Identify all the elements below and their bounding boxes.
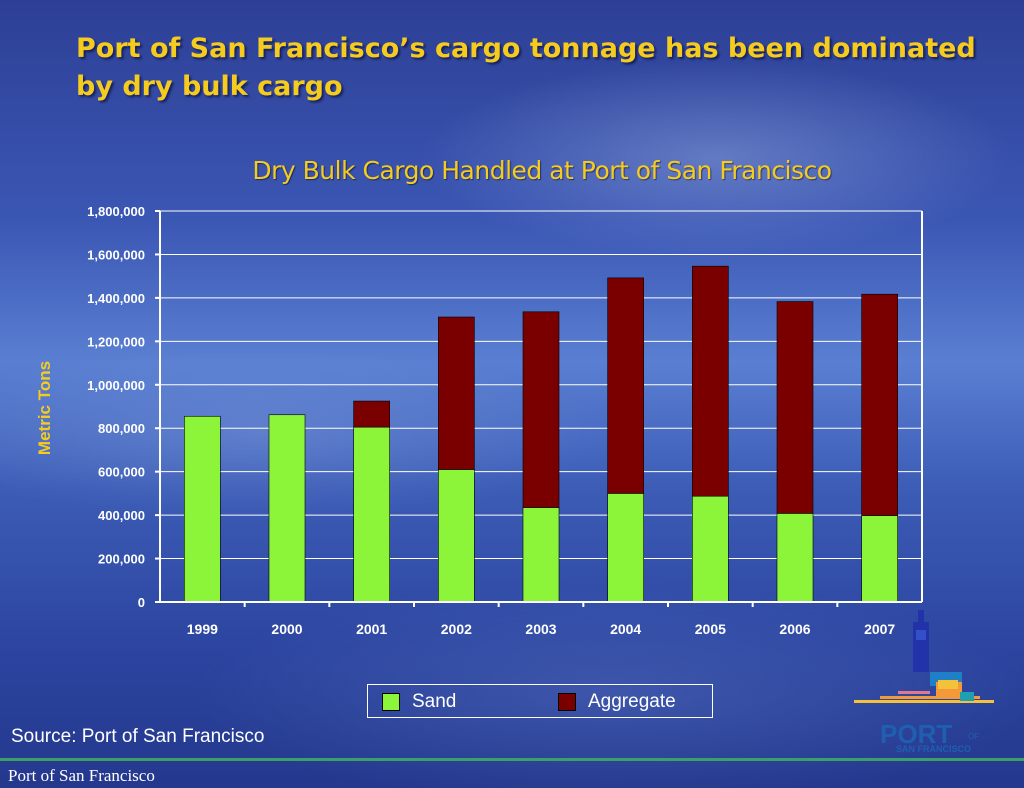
ferry-building-tower-icon	[854, 610, 994, 703]
bar-sand-2005	[692, 495, 729, 603]
footer-text: Port of San Francisco	[8, 766, 155, 785]
bar-sand-2004	[607, 493, 644, 603]
y-tick-label: 1,000,000	[87, 378, 145, 393]
y-tick-label: 1,600,000	[87, 247, 145, 262]
legend-swatch-aggregate	[558, 693, 576, 711]
x-tick-label: 2005	[695, 621, 726, 637]
legend-item-sand: Sand	[382, 691, 457, 712]
bar-aggregate-2002	[438, 316, 475, 470]
port-logo: PORT OF SAN FRANCISCO	[854, 610, 994, 754]
bar-sand-2006	[776, 513, 814, 603]
bar-chart: 0 200,000 400,000 600,000 800,000 1,000,000 1,…	[35, 204, 923, 637]
bar-aggregate-2003	[522, 311, 560, 508]
x-tick-label: 2004	[610, 621, 641, 637]
axes: 0 200,000 400,000 600,000 800,000 1,000,000 1,…	[87, 204, 923, 637]
bar-aggregate-2005	[692, 265, 729, 497]
x-tick-label: 2001	[356, 621, 387, 637]
bar-sand-2002	[438, 469, 475, 603]
y-tick-label: 1,800,000	[87, 204, 145, 219]
y-tick-label: 600,000	[98, 465, 145, 480]
y-tick-label: 400,000	[98, 508, 145, 523]
x-tick-label: 2000	[271, 621, 302, 637]
logo-text-of: OF	[968, 732, 979, 741]
y-tick-label: 0	[138, 595, 145, 610]
bar-aggregate-2007	[861, 293, 898, 516]
x-tick-label: 2003	[525, 621, 556, 637]
x-tick-label: 1999	[187, 621, 218, 637]
legend: Sand Aggregate	[367, 684, 713, 718]
bar-sand-2003	[522, 507, 560, 603]
footer-rule	[0, 758, 1024, 761]
y-tick-label: 1,200,000	[87, 334, 145, 349]
bar-aggregate-2004	[607, 277, 644, 494]
bar-sand-2001	[353, 426, 390, 603]
legend-item-aggregate: Aggregate	[558, 691, 676, 712]
bars	[184, 265, 898, 603]
legend-label-sand: Sand	[412, 691, 457, 712]
y-axis-title: Metric Tons	[35, 361, 54, 455]
chart-title: Dry Bulk Cargo Handled at Port of San Fr…	[252, 156, 832, 185]
x-tick-label: 2006	[779, 621, 810, 637]
y-tick-label: 800,000	[98, 421, 145, 436]
y-tick-label: 200,000	[98, 552, 145, 567]
logo-text-port: PORT	[880, 719, 952, 749]
bar-aggregate-2006	[776, 301, 814, 514]
x-tick-label: 2007	[864, 621, 895, 637]
legend-swatch-sand	[382, 693, 400, 711]
source-note: Source: Port of San Francisco	[11, 726, 265, 747]
y-tick-label: 1,400,000	[87, 291, 145, 306]
bar-sand-2007	[861, 515, 898, 603]
legend-label-aggregate: Aggregate	[588, 691, 676, 712]
slide-title: Port of San Francisco’s cargo tonnage ha…	[76, 33, 976, 102]
bar-sand-1999	[184, 415, 221, 603]
logo-text-sub: SAN FRANCISCO	[896, 744, 971, 754]
bar-sand-2000	[268, 414, 306, 603]
bar-aggregate-2001	[353, 400, 390, 428]
x-tick-label: 2002	[441, 621, 472, 637]
